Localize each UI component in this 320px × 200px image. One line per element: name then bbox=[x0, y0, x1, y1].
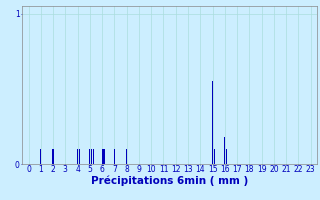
Bar bbox=[79, 149, 80, 164]
Bar bbox=[212, 81, 213, 164]
Bar bbox=[77, 149, 78, 164]
Bar bbox=[226, 149, 227, 164]
Bar bbox=[89, 149, 91, 164]
Bar bbox=[114, 149, 115, 164]
Bar bbox=[93, 149, 94, 164]
Bar bbox=[91, 149, 92, 164]
X-axis label: Précipitations 6min ( mm ): Précipitations 6min ( mm ) bbox=[91, 176, 248, 186]
Bar bbox=[126, 149, 127, 164]
Bar bbox=[101, 149, 103, 164]
Bar bbox=[40, 149, 41, 164]
Bar bbox=[52, 149, 54, 164]
Bar bbox=[103, 149, 105, 164]
Bar bbox=[214, 149, 215, 164]
Bar bbox=[224, 137, 225, 164]
